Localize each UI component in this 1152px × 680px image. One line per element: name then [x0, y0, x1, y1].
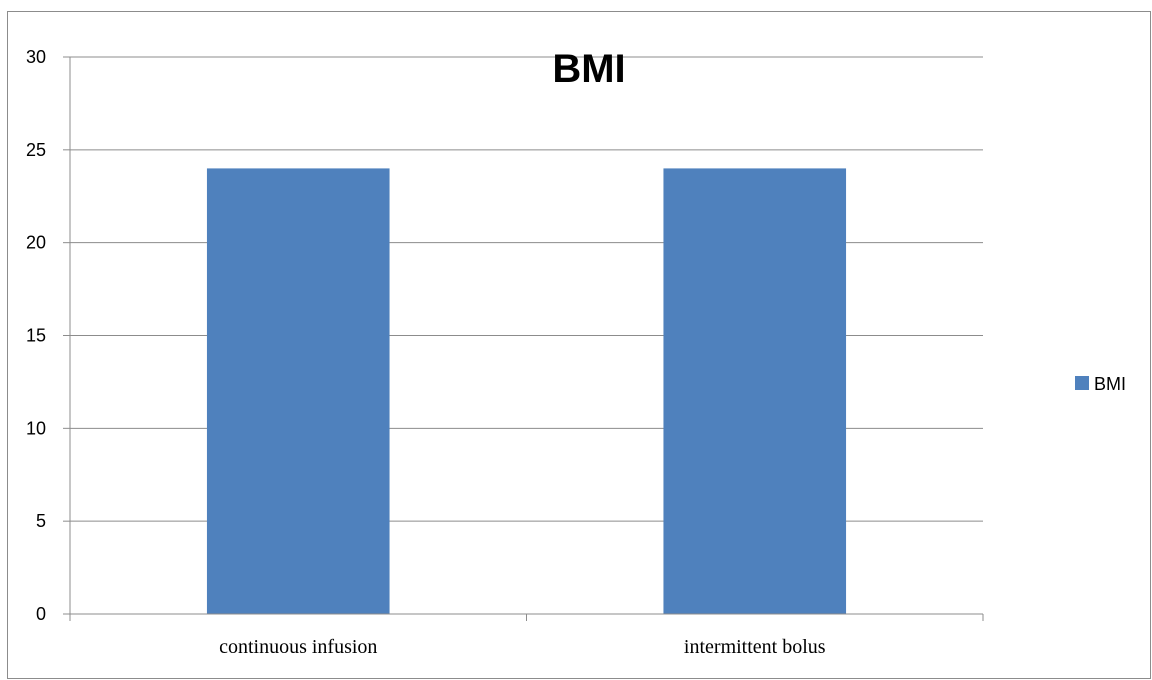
- legend-label: BMI: [1094, 374, 1126, 394]
- y-tick-label: 30: [26, 47, 46, 67]
- y-tick-label: 10: [26, 418, 46, 438]
- bar-0: [206, 168, 390, 614]
- category-label: continuous infusion: [219, 636, 377, 658]
- legend-swatch: [1075, 376, 1089, 390]
- y-tick-label: 15: [26, 326, 46, 346]
- chart-frame: [7, 11, 1151, 679]
- bars: [206, 168, 847, 614]
- bar-1: [663, 168, 847, 614]
- tick-labels: 0 5 10 15 20 25 30 continuous infusion intermitt…: [26, 47, 826, 658]
- category-label: intermittent bolus: [684, 636, 826, 658]
- y-tick-label: 0: [36, 604, 46, 624]
- axes: [63, 56, 984, 621]
- y-tick-label: 25: [26, 140, 46, 160]
- legend: BMI: [1075, 374, 1126, 394]
- chart-title: BMI: [552, 47, 625, 91]
- y-tick-label: 20: [26, 233, 46, 253]
- y-tick-label: 5: [36, 511, 46, 531]
